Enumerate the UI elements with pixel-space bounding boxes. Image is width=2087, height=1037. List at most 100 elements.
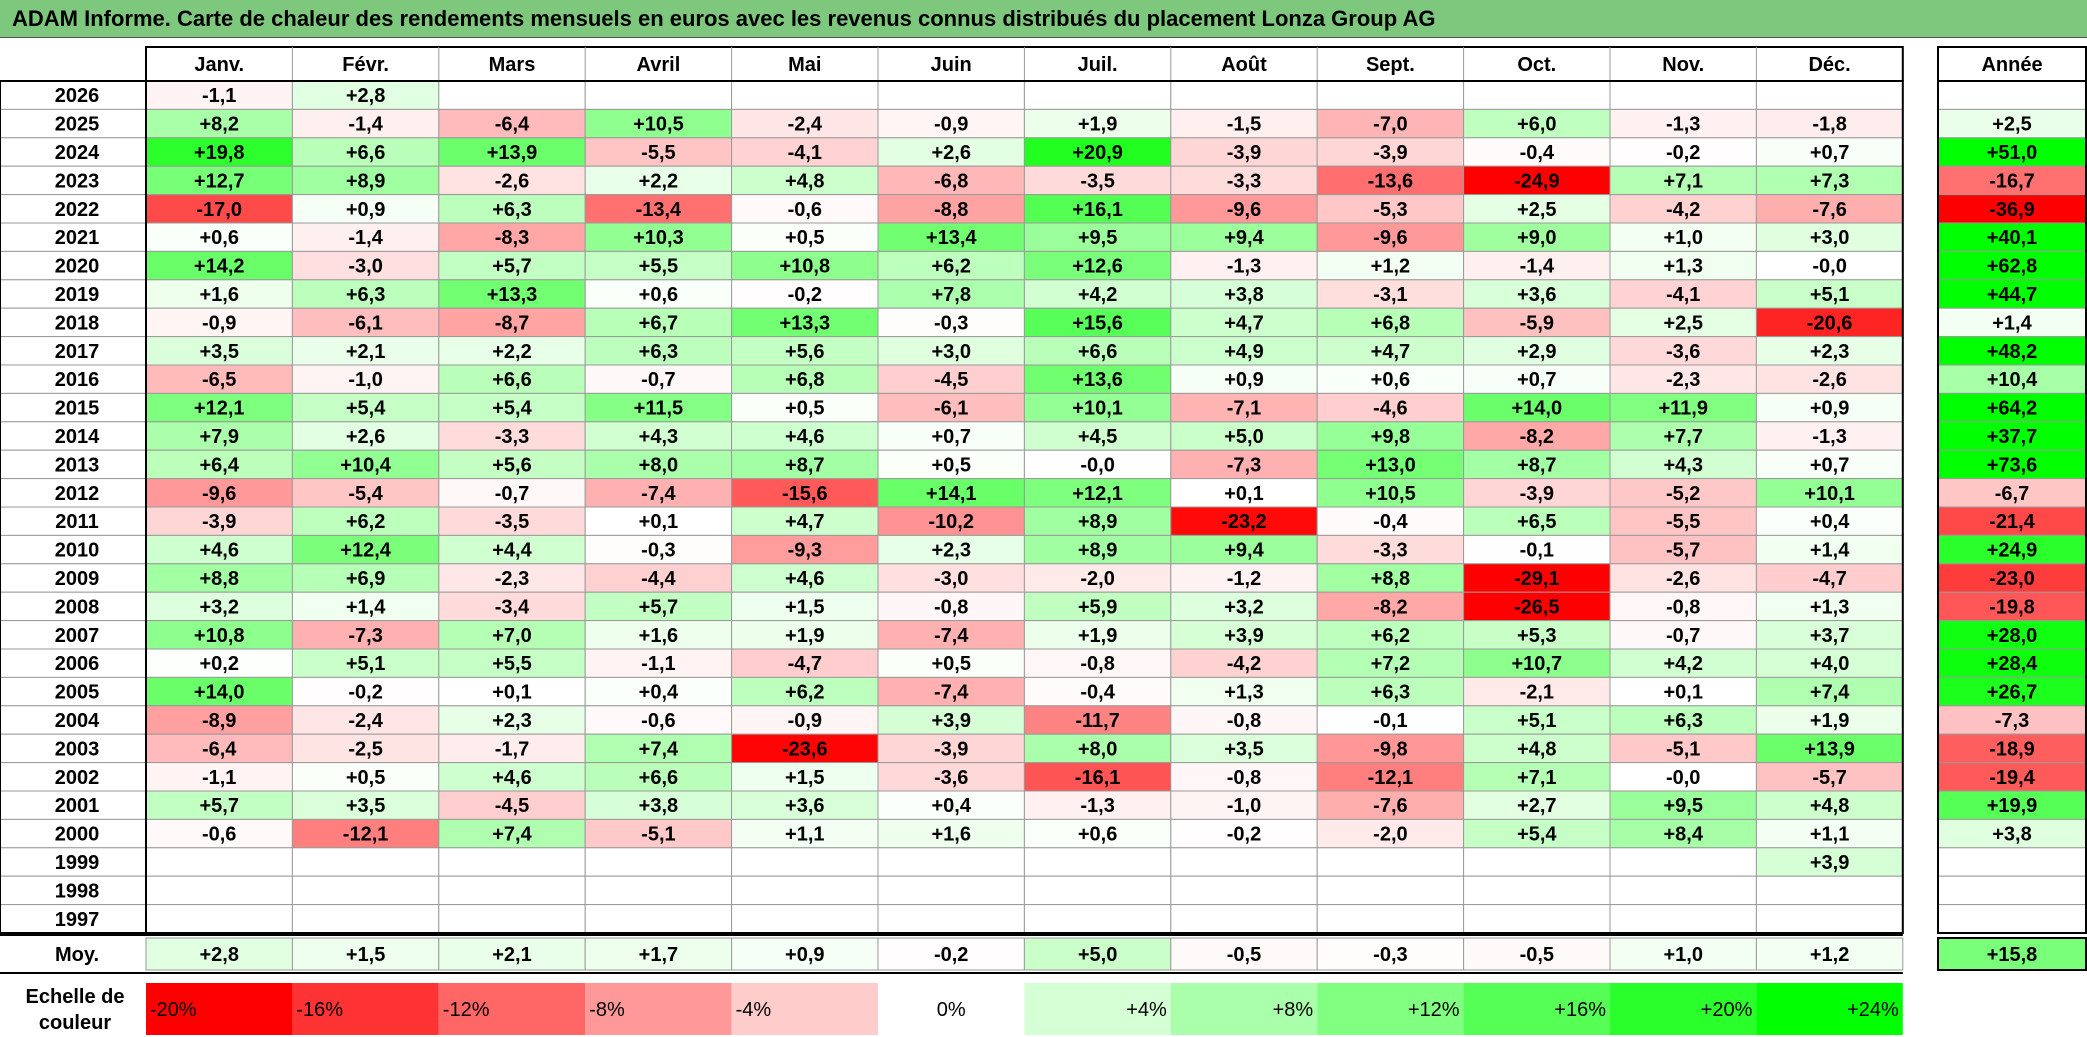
cell-value: -11,7 xyxy=(1075,710,1119,732)
cell-value: +7,2 xyxy=(1371,653,1410,675)
cell-value: +0,5 xyxy=(931,653,970,675)
heat-cell xyxy=(438,648,586,678)
heat-cell xyxy=(1609,563,1757,593)
heat-cell xyxy=(145,478,293,508)
heat-cell xyxy=(145,506,293,536)
cell-value: +5,7 xyxy=(639,596,678,618)
annual-value-2022: -36,9 xyxy=(1989,199,2035,221)
cell-value: -2,3 xyxy=(495,568,529,590)
cell-value: +13,4 xyxy=(926,227,977,249)
heat-cell xyxy=(877,392,1025,423)
heat-cell xyxy=(877,478,1025,508)
cell-value: +6,5 xyxy=(1517,511,1556,533)
avg-value: +2,8 xyxy=(199,944,238,966)
cell-value: -13,4 xyxy=(636,199,682,221)
cell-value: -6,4 xyxy=(202,738,237,760)
annual-average-cell xyxy=(1937,937,2087,971)
heat-cell xyxy=(438,847,586,877)
heat-cell xyxy=(1316,364,1465,394)
year-label-2016: 2016 xyxy=(55,369,100,391)
year-label-2015: 2015 xyxy=(55,398,100,420)
heat-cell xyxy=(291,194,440,224)
cell-value: +8,7 xyxy=(1517,454,1556,476)
year-label-2007: 2007 xyxy=(55,625,100,647)
scale-label-line1: Echelle de xyxy=(26,986,125,1008)
cell-value: +9,8 xyxy=(1371,426,1410,448)
cell-value: -9,6 xyxy=(1373,227,1407,249)
scale-swatch xyxy=(1610,983,1757,1035)
cell-value: +2,3 xyxy=(492,710,531,732)
annual-cell-2016 xyxy=(1937,364,2087,394)
heat-cell xyxy=(438,904,586,934)
heat-cell xyxy=(145,137,293,167)
cell-value: +4,0 xyxy=(1810,653,1849,675)
cell-value: -3,3 xyxy=(495,426,529,448)
cell-value: +3,2 xyxy=(199,596,238,618)
heat-cell xyxy=(1316,250,1465,281)
cell-value: +1,5 xyxy=(785,767,824,789)
scale-swatch xyxy=(1024,983,1171,1035)
cell-value: -1,3 xyxy=(1666,114,1700,136)
annual-cell-2011 xyxy=(1937,506,2087,536)
cell-value: -12,1 xyxy=(343,824,389,846)
cell-value: +10,3 xyxy=(633,227,684,249)
heat-cell xyxy=(584,165,733,196)
cell-value: -8,2 xyxy=(1373,596,1407,618)
year-cell-2012 xyxy=(0,478,147,508)
heat-cell xyxy=(877,875,1025,906)
annual-cell-2017 xyxy=(1937,336,2087,366)
cell-value: +6,3 xyxy=(346,284,385,306)
heat-cell xyxy=(438,137,586,167)
heat-cell xyxy=(1170,875,1318,906)
month-header-4: Avril xyxy=(637,54,681,76)
cell-value: +1,6 xyxy=(639,625,678,647)
cell-value: -0,2 xyxy=(348,682,382,704)
heat-cell xyxy=(1609,222,1757,252)
cell-value: +0,7 xyxy=(1517,369,1556,391)
cell-value: -1,7 xyxy=(495,738,529,760)
month-header-5: Mai xyxy=(788,54,821,76)
heat-cell xyxy=(1609,904,1757,934)
heat-cell xyxy=(1316,534,1465,565)
cell-value: -1,4 xyxy=(348,114,383,136)
cell-value: -5,5 xyxy=(641,142,675,164)
cell-value: -0,4 xyxy=(1080,682,1115,704)
scale-label: +24% xyxy=(1847,999,1899,1021)
heat-cell xyxy=(1023,591,1172,622)
avg-cell xyxy=(1609,937,1757,971)
year-cell-2013 xyxy=(0,449,147,480)
heat-cell xyxy=(291,705,440,735)
heat-cell xyxy=(1755,534,1904,565)
avg-cell xyxy=(1755,937,1904,971)
cell-value: -2,6 xyxy=(1666,568,1700,590)
cell-value: +1,3 xyxy=(1224,682,1263,704)
annual-value-2014: +37,7 xyxy=(1987,426,2038,448)
heat-cell xyxy=(1316,307,1465,338)
heat-cell xyxy=(584,80,733,110)
cell-value: +0,7 xyxy=(1810,454,1849,476)
heat-cell xyxy=(731,875,879,906)
cell-value: +8,2 xyxy=(199,114,238,136)
year-label-2022: 2022 xyxy=(55,199,100,221)
heat-cell xyxy=(1316,648,1465,678)
cell-value: +10,7 xyxy=(1511,653,1562,675)
heat-cell xyxy=(877,762,1025,792)
heat-cell xyxy=(877,563,1025,593)
cell-value: -0,4 xyxy=(1520,142,1555,164)
cell-value: +8,9 xyxy=(346,170,385,192)
cell-value: -13,6 xyxy=(1368,170,1414,192)
cell-value: +6,6 xyxy=(639,767,678,789)
heat-cell xyxy=(1755,165,1904,196)
annual-value-2010: +24,9 xyxy=(1987,540,2038,562)
annual-cell-1998 xyxy=(1937,875,2087,906)
heat-cell xyxy=(1755,80,1904,110)
cell-value: +5,5 xyxy=(492,653,531,675)
heat-cell xyxy=(438,250,586,281)
heat-cell xyxy=(291,875,440,906)
scale-swatch xyxy=(1756,983,1903,1035)
heat-cell xyxy=(1463,563,1611,593)
cell-value: +9,4 xyxy=(1224,540,1264,562)
avg-value: +1,5 xyxy=(346,944,385,966)
avg-value: -0,2 xyxy=(934,944,968,966)
annual-value-2020: +62,8 xyxy=(1987,256,2038,278)
